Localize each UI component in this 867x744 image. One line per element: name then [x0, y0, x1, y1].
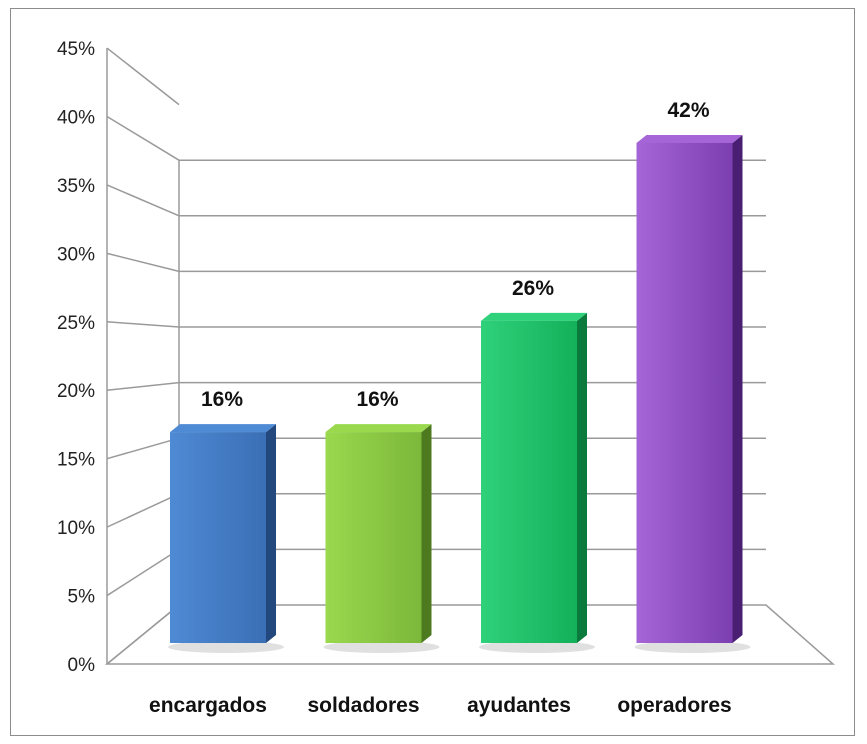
- gridline: [106, 47, 180, 106]
- y-tick-label: 40%: [57, 107, 95, 128]
- bars: [168, 134, 751, 653]
- category-label-operadores: operadores: [617, 694, 731, 717]
- y-tick-label: 10%: [57, 518, 95, 539]
- data-label-operadores: 42%: [667, 99, 709, 122]
- data-labels: 16% 16% 26% 42%: [201, 99, 710, 411]
- y-tick-label: 30%: [57, 244, 95, 265]
- y-tick-label: 35%: [57, 176, 95, 197]
- y-tick-label: 45%: [57, 39, 95, 60]
- y-tick-label: 5%: [68, 587, 96, 608]
- category-label-ayudantes: ayudantes: [467, 694, 571, 717]
- category-label-soldadores: soldadores: [307, 694, 419, 717]
- data-label-soldadores: 16%: [356, 388, 398, 411]
- gridline: [106, 604, 180, 665]
- bar-encargados: [168, 424, 284, 653]
- data-label-encargados: 16%: [201, 388, 243, 411]
- y-tick-label: 20%: [57, 381, 95, 402]
- x-axis-categories: encargados soldadores ayudantes operadores: [149, 694, 732, 717]
- data-label-ayudantes: 26%: [512, 277, 554, 300]
- bar-operadores: [634, 134, 751, 653]
- y-tick-label: 0%: [68, 655, 96, 676]
- y-tick-label: 15%: [57, 450, 95, 471]
- y-tick-label: 25%: [57, 313, 95, 334]
- bar-soldadores: [323, 424, 440, 653]
- y-axis-ticks: 0% 5% 10% 15% 20% 25% 30% 35% 40% 45%: [57, 39, 95, 676]
- category-label-encargados: encargados: [149, 694, 267, 717]
- bar-ayudantes: [479, 312, 595, 653]
